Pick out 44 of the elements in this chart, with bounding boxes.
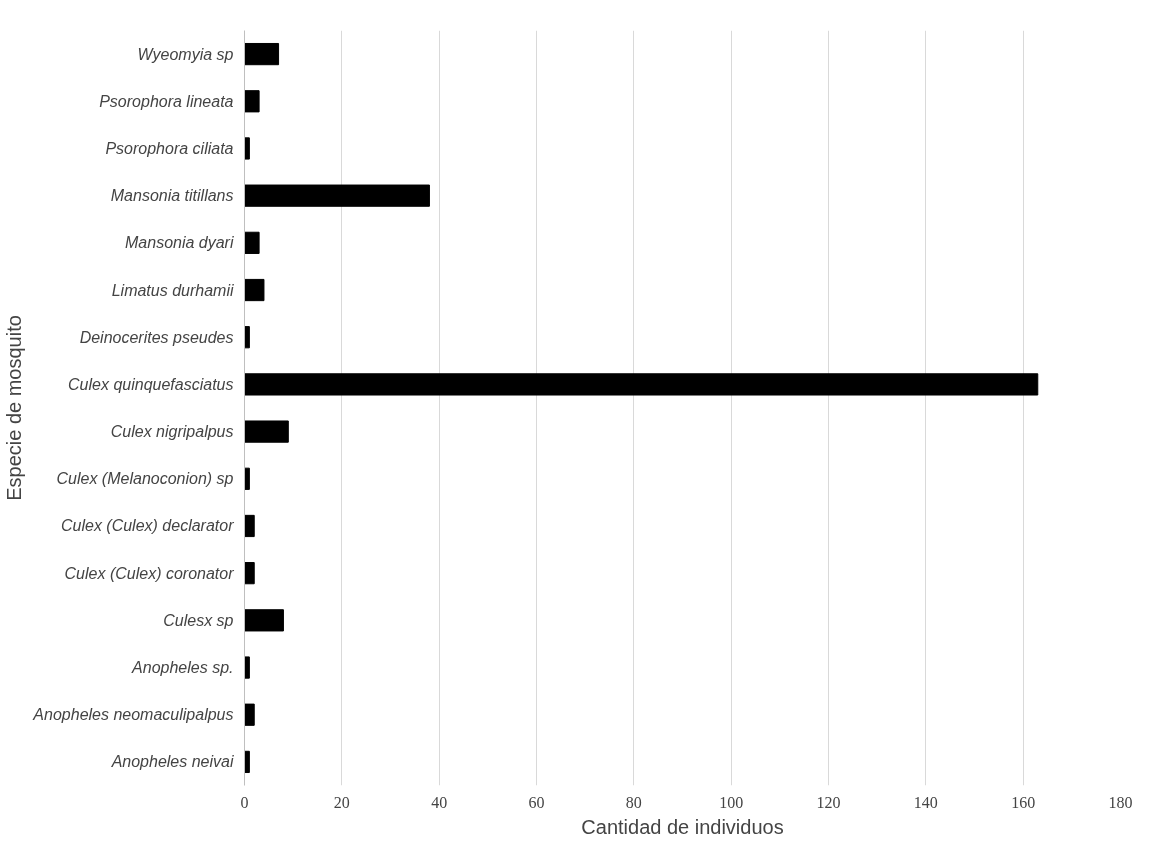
bar — [244, 231, 260, 254]
y-tick-label: Limatus durhamii — [111, 281, 234, 299]
y-tick-label: Culesx sp — [163, 611, 234, 629]
bar — [244, 750, 250, 774]
bar — [244, 703, 255, 726]
y-tick-label: Culex (Culex) declarator — [60, 517, 235, 535]
bar — [244, 326, 250, 349]
x-tick-label: 20 — [333, 793, 350, 811]
y-tick-label: Psorophora ciliata — [105, 139, 234, 157]
bar — [244, 90, 260, 113]
x-tick-label: 60 — [528, 793, 545, 811]
bar — [244, 656, 250, 679]
bar — [244, 42, 280, 66]
y-tick-label: Anopheles sp. — [131, 659, 234, 677]
x-tick-label: 40 — [431, 793, 448, 811]
bar — [244, 609, 284, 632]
x-axis-title: Cantidad de individuos — [581, 815, 784, 838]
bar — [244, 514, 255, 538]
bar — [244, 184, 430, 207]
y-tick-label: Culex quinquefasciatus — [68, 375, 234, 393]
bar — [244, 373, 1039, 396]
x-tick-label: 0 — [240, 793, 249, 811]
y-tick-label: Deinocerites pseudes — [79, 328, 234, 346]
bar — [244, 278, 265, 302]
y-tick-label: Culex nigripalpus — [110, 423, 234, 441]
y-tick-label: Psorophora lineata — [99, 92, 234, 110]
x-tick-label: 100 — [719, 793, 744, 811]
x-tick-label: 80 — [625, 793, 642, 811]
y-tick-label: Culex (Culex) coronator — [64, 564, 235, 582]
bar — [244, 137, 250, 160]
bar — [244, 420, 289, 443]
y-tick-label: Anopheles neivai — [110, 753, 234, 771]
x-tick-label: 120 — [816, 793, 841, 811]
x-tick-label: 160 — [1011, 793, 1036, 811]
y-axis-title: Especie de mosquito — [3, 315, 26, 501]
y-tick-label: Mansonia dyari — [125, 234, 234, 252]
y-tick-label: Culex (Melanoconion) sp — [56, 470, 234, 488]
x-tick-label: 180 — [1108, 793, 1133, 811]
x-tick-label: 140 — [913, 793, 938, 811]
bar — [244, 467, 250, 490]
y-tick-label: Mansonia titillans — [110, 187, 234, 205]
y-tick-label: Wyeomyia sp — [137, 45, 234, 63]
bar — [244, 562, 255, 585]
y-tick-label: Anopheles neomaculipalpus — [32, 706, 234, 724]
